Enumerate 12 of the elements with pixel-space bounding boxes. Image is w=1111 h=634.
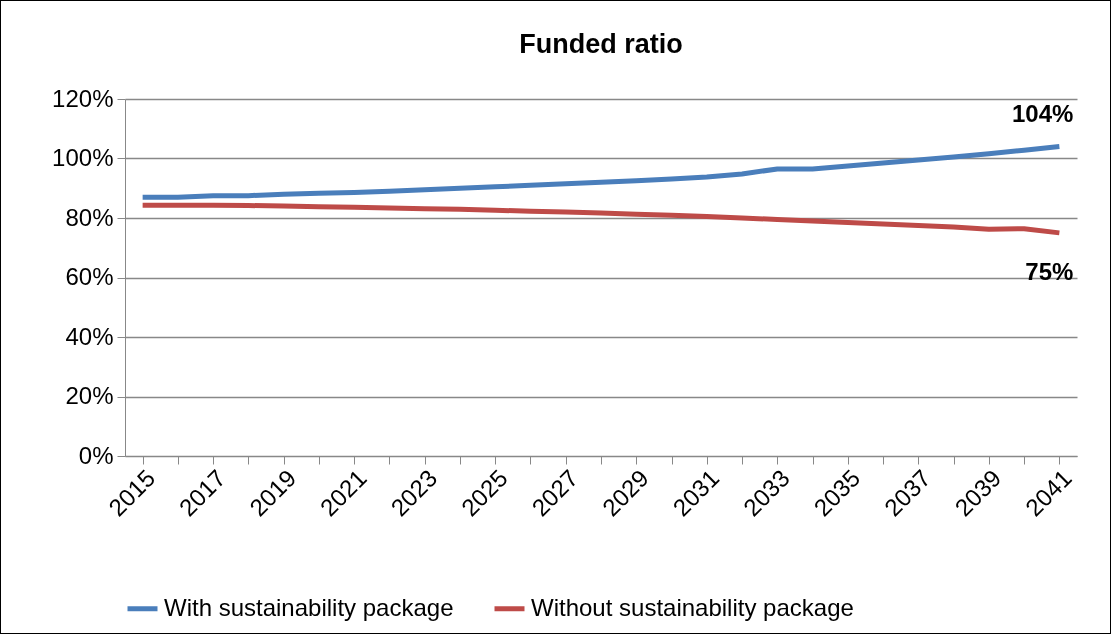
y-tick-label: 40% xyxy=(65,322,114,350)
y-tick-label: 120% xyxy=(52,84,114,112)
legend-label: With sustainability package xyxy=(164,593,454,621)
y-tick-label: 100% xyxy=(52,144,114,171)
y-tick-label: 0% xyxy=(78,441,114,469)
y-tick-label: 80% xyxy=(65,203,114,231)
data-label: 104% xyxy=(1011,99,1074,127)
y-tick-label: 60% xyxy=(65,263,114,290)
data-label: 75% xyxy=(1025,257,1074,285)
y-tick-label: 20% xyxy=(65,382,114,409)
chart-title: Funded ratio xyxy=(519,29,683,59)
legend-label: Without sustainability package xyxy=(531,593,854,621)
